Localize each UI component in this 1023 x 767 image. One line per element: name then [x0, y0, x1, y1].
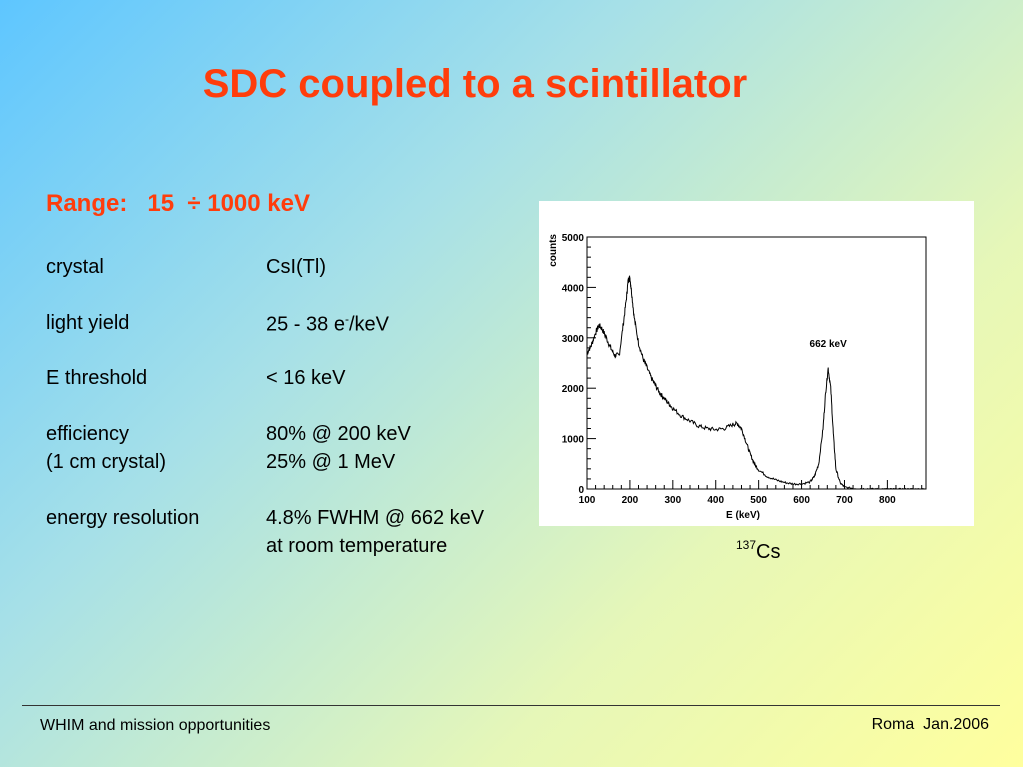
y-tick-label: 5000 [562, 233, 585, 244]
spec-label-threshold: E threshold [46, 367, 148, 389]
x-tick-label: 600 [793, 495, 810, 506]
peak-annotation: 662 keV [810, 339, 848, 350]
y-axis-label: counts [548, 234, 559, 267]
spec-value-efficiency-1mev: 25% @ 1 MeV [266, 451, 396, 473]
footer-date: Roma Jan.2006 [871, 716, 989, 733]
spec-value-resolution-note: at room temperature [266, 535, 448, 557]
spec-label-crystal-thickness: (1 cm crystal) [46, 451, 166, 473]
spec-label-efficiency: efficiency [46, 423, 130, 445]
y-tick-label: 3000 [562, 334, 585, 345]
isotope-label: 137Cs [736, 538, 780, 564]
spec-value-threshold: < 16 keV [266, 367, 346, 389]
spectrum-series-0 [586, 275, 926, 490]
spec-label-light-yield: light yield [46, 312, 130, 334]
y-tick-label: 1000 [562, 435, 585, 446]
energy-range: Range: 15 ÷ 1000 keV [46, 190, 310, 217]
spectrum-chart: 0 1000 2000 3000 4000 5000 100 200 300 400 500 600 7… [539, 201, 974, 526]
plot-frame [586, 236, 927, 490]
spec-value-light-yield: 25 - 38 e-/keV [266, 312, 389, 337]
spec-value-resolution: 4.8% FWHM @ 662 keV [266, 507, 485, 529]
spec-label-resolution: energy resolution [46, 507, 200, 529]
spectrum-svg: 0 1000 2000 3000 4000 5000 100 200 300 400 500 600 7… [548, 233, 927, 521]
x-tick-label: 200 [622, 495, 639, 506]
spec-value-efficiency: 80% @ 200 keV [266, 423, 411, 445]
light-yield-main: 25 - 38 e [266, 313, 345, 336]
y-tick-label: 0 [578, 485, 584, 496]
y-tick-label: 2000 [562, 384, 585, 395]
x-tick-label: 800 [879, 495, 896, 506]
footer-presentation-title: WHIM and mission opportunities [40, 717, 271, 734]
x-tick-label: 300 [664, 495, 681, 506]
slide-title: SDC coupled to a scintillator [202, 62, 748, 106]
spec-value-crystal: CsI(Tl) [266, 256, 326, 278]
x-axis-label: E (keV) [726, 510, 760, 521]
x-tick-label: 100 [579, 495, 596, 506]
spec-label-crystal: crystal [46, 256, 104, 278]
electron-charge-sup: - [344, 312, 349, 326]
y-tick-label: 4000 [562, 283, 585, 294]
x-tick-label: 700 [836, 495, 853, 506]
x-tick-label: 500 [750, 495, 767, 506]
x-tick-label: 400 [707, 495, 724, 506]
isotope-symbol: Cs [756, 541, 781, 563]
footer-divider [22, 705, 1000, 706]
light-yield-unit: /keV [348, 313, 389, 336]
isotope-mass-number: 137 [736, 538, 757, 552]
